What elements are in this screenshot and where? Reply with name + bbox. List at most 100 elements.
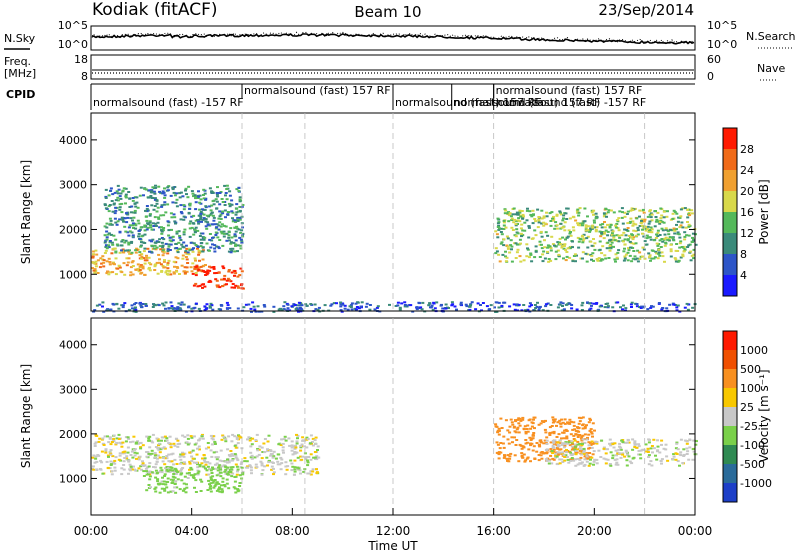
echo-cell [518, 220, 522, 223]
echo-cell [591, 252, 595, 255]
echo-cell [226, 458, 229, 461]
echo-cell [582, 451, 586, 454]
echo-cell [137, 232, 141, 235]
echo-cell [215, 279, 219, 282]
echo-cell [218, 239, 222, 241]
echo-cell [501, 253, 505, 256]
echo-cell [435, 301, 439, 304]
echo-cell [666, 459, 670, 462]
echo-cell [588, 229, 592, 232]
echo-cell [313, 451, 317, 453]
echo-cell [94, 455, 98, 458]
velocity-colorbar-swatch [723, 407, 737, 427]
echo-cell [521, 416, 525, 419]
echo-cell [198, 437, 202, 440]
echo-cell [620, 234, 624, 237]
echo-cell [176, 445, 180, 448]
echo-cell [682, 453, 686, 456]
nsky-tick-top: 10^5 [58, 19, 88, 32]
echo-cell [591, 435, 594, 438]
echo-cell [533, 229, 537, 232]
echo-cell [675, 228, 678, 231]
echo-cell [132, 435, 136, 438]
echo-cell [628, 240, 632, 243]
echo-cell [558, 448, 562, 451]
echo-cell [231, 433, 235, 436]
echo-cell [171, 469, 175, 472]
echo-cell [140, 464, 144, 466]
cpid-segment-label: normalsound (fast) 157 RF [454, 96, 601, 109]
echo-cell [625, 213, 629, 215]
echo-cell [521, 445, 525, 448]
echo-cell [166, 263, 170, 266]
echo-cell [175, 198, 179, 201]
echo-cell [592, 463, 595, 466]
echo-cell [182, 231, 186, 234]
echo-cell [626, 222, 630, 225]
echo-cell [171, 490, 175, 493]
echo-cell [599, 223, 603, 226]
echo-cell [650, 464, 654, 467]
echo-cell [400, 302, 404, 305]
echo-cell [250, 454, 254, 457]
echo-cell [218, 459, 222, 462]
echo-cell [294, 444, 297, 447]
echo-cell [135, 196, 139, 199]
echo-cell [175, 270, 179, 273]
echo-cell [154, 446, 158, 448]
echo-cell [140, 241, 143, 244]
echo-cell [223, 274, 227, 277]
echo-cell [168, 469, 172, 472]
echo-cell [279, 456, 283, 459]
echo-cell [574, 219, 578, 222]
echo-cell [626, 227, 630, 229]
echo-cell [121, 451, 125, 454]
echo-cell [227, 239, 231, 242]
echo-cell [299, 449, 303, 452]
echo-cell [532, 432, 536, 434]
echo-cell [658, 451, 662, 454]
echo-cell [187, 305, 191, 308]
echo-cell [169, 243, 173, 246]
echo-cell [239, 238, 243, 241]
echo-cell [213, 467, 217, 470]
echo-cell [225, 301, 229, 304]
echo-cell [510, 245, 514, 248]
echo-cell [230, 468, 234, 471]
echo-cell [308, 442, 312, 445]
echo-cell [556, 241, 560, 244]
echo-cell [228, 307, 232, 310]
echo-cell [592, 259, 595, 262]
echo-cell [528, 418, 532, 421]
echo-cell [530, 260, 534, 263]
echo-cell [496, 429, 500, 432]
echo-cell [549, 448, 553, 450]
echo-cell [206, 221, 210, 224]
echo-cell [595, 462, 599, 465]
echo-cell [355, 308, 358, 311]
echo-cell [570, 448, 574, 451]
echo-cell [229, 227, 233, 230]
echo-cell [542, 215, 546, 218]
echo-cell [167, 229, 171, 232]
y-tick-label: 1000 [59, 268, 87, 281]
echo-cell [215, 458, 219, 461]
echo-cell [208, 305, 212, 308]
echo-cell [689, 259, 693, 262]
echo-cell [573, 428, 577, 431]
echo-cell [257, 310, 261, 313]
echo-cell [229, 471, 233, 473]
echo-cell [211, 481, 215, 484]
echo-cell [211, 191, 215, 194]
echo-cell [182, 482, 186, 485]
echo-cell [249, 437, 252, 440]
echo-cell [305, 436, 309, 439]
echo-cell [574, 260, 577, 263]
echo-cell [654, 216, 658, 218]
echo-cell [632, 242, 636, 245]
echo-cell [147, 261, 151, 264]
echo-cell [160, 436, 164, 439]
echo-cell [193, 267, 197, 270]
echo-cell [177, 302, 181, 305]
echo-cell [152, 303, 156, 306]
